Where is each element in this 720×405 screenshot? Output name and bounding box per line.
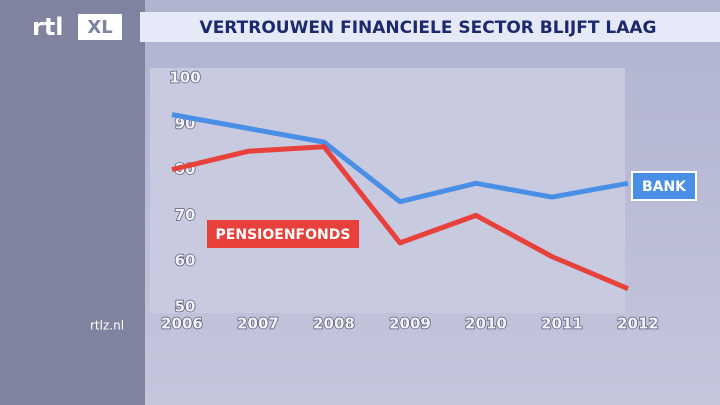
chart-title: VERTROUWEN FINANCIELE SECTOR BLIJFT LAAG: [200, 18, 657, 38]
logo-badge: XL: [87, 17, 112, 38]
y-tick-label: 70: [175, 206, 196, 224]
y-tick-label: 60: [175, 252, 196, 270]
site-url: rtlz.nl: [90, 319, 124, 333]
legend-label: PENSIOENFONDS: [216, 227, 351, 243]
legend-box: [207, 220, 359, 248]
x-tick-label: 2008: [313, 315, 355, 333]
title-bar: [140, 12, 720, 42]
x-tick-label: 2010: [465, 315, 507, 333]
line: [171, 112, 629, 205]
line: [171, 144, 629, 291]
logo: rtl: [32, 13, 64, 41]
x-tick-label: 2009: [389, 315, 431, 333]
logo-badge-box: [78, 14, 122, 40]
y-tick-label: 100: [169, 69, 200, 87]
side-panel: [0, 0, 145, 405]
x-tick-label: 2011: [541, 315, 583, 333]
legend-label: BANK: [642, 179, 687, 195]
y-tick-label: 50: [175, 298, 196, 316]
x-tick-label: 2006: [161, 315, 203, 333]
x-tick-label: 2012: [617, 315, 659, 333]
x-tick-label: 2007: [237, 315, 279, 333]
legend-box: [631, 171, 697, 201]
